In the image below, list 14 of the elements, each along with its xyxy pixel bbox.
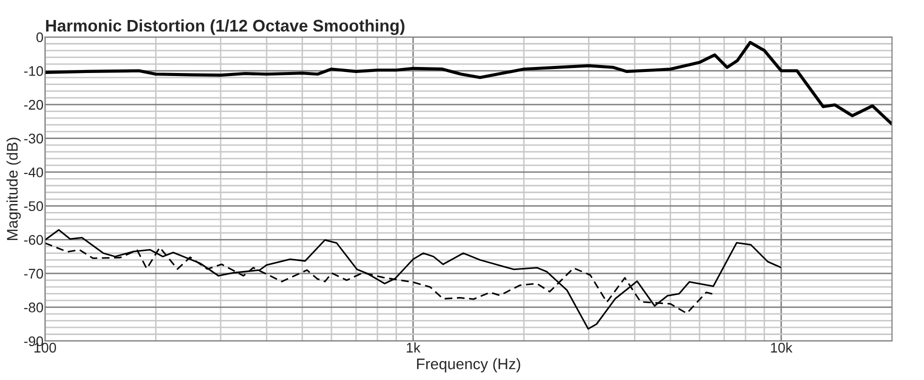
y-tick-label: -50: [24, 201, 44, 212]
y-tick-label: -40: [24, 167, 44, 178]
y-axis-title: Magnitude (dB): [6, 138, 21, 240]
y-tick-label: 0: [36, 32, 44, 42]
x-tick-label: 1k: [406, 342, 420, 352]
x-axis-title: Frequency (Hz): [417, 358, 520, 372]
chart-title: Harmonic Distortion (1/12 Octave Smoothing): [46, 19, 404, 35]
y-tick-label: -30: [24, 134, 44, 144]
y-tick-label: -20: [24, 100, 44, 110]
y-tick-label: -60: [24, 235, 44, 245]
y-tick-label: -80: [24, 302, 44, 312]
y-tick-label: -10: [24, 66, 44, 76]
x-tick-label: 10k: [771, 342, 792, 353]
y-tick-label: -70: [24, 268, 44, 279]
